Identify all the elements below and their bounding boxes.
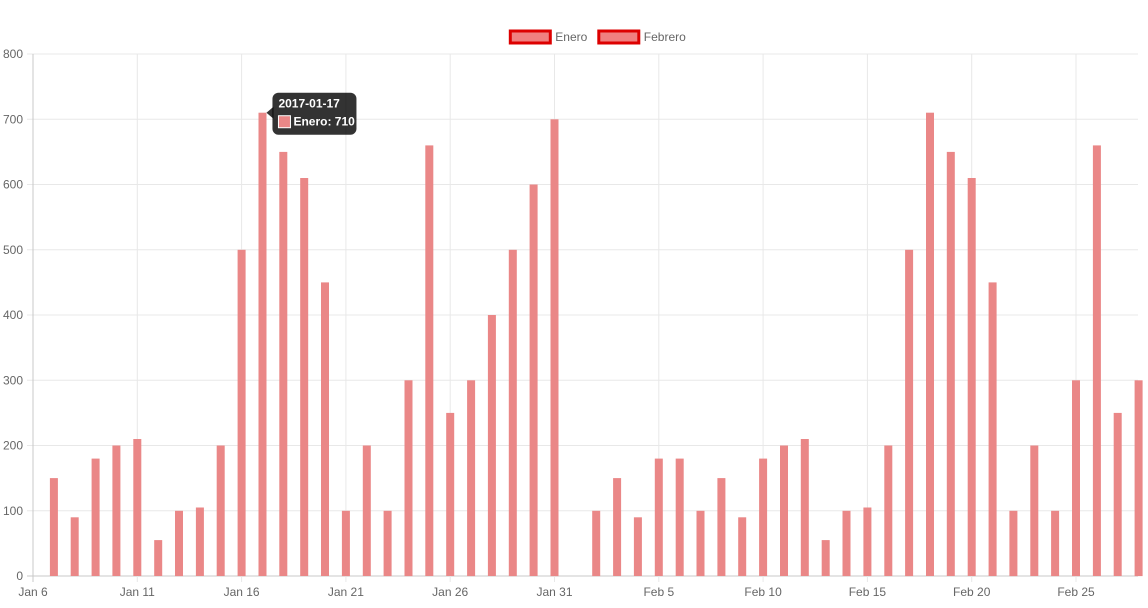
bar[interactable] bbox=[216, 445, 225, 577]
bar[interactable] bbox=[842, 510, 851, 577]
bar[interactable] bbox=[800, 439, 809, 576]
bar[interactable] bbox=[237, 249, 246, 577]
bar[interactable] bbox=[884, 445, 893, 577]
tooltip-caret bbox=[266, 106, 274, 119]
tooltip-title: 2017-01-17 bbox=[278, 97, 340, 111]
bar[interactable] bbox=[425, 145, 434, 576]
legend-swatch[interactable] bbox=[597, 29, 641, 45]
bar[interactable] bbox=[967, 178, 976, 576]
bar[interactable] bbox=[49, 478, 58, 576]
x-tick-label: Feb 20 bbox=[953, 585, 991, 599]
bar[interactable] bbox=[258, 112, 267, 576]
y-tick-label: 600 bbox=[3, 178, 23, 192]
bar[interactable] bbox=[195, 507, 204, 577]
bar[interactable] bbox=[175, 510, 183, 577]
bar[interactable] bbox=[926, 112, 934, 576]
bar[interactable] bbox=[1030, 445, 1039, 577]
bar[interactable] bbox=[717, 478, 726, 576]
bar[interactable] bbox=[633, 517, 642, 576]
bar[interactable] bbox=[1072, 380, 1080, 577]
bar[interactable] bbox=[383, 510, 392, 577]
bar[interactable] bbox=[133, 439, 142, 576]
y-tick-label: 700 bbox=[3, 112, 23, 126]
y-tick-label: 200 bbox=[3, 439, 23, 453]
x-tick-label: Feb 5 bbox=[643, 585, 674, 599]
legend-swatch[interactable] bbox=[508, 29, 552, 45]
bar[interactable] bbox=[780, 445, 788, 577]
bar[interactable] bbox=[988, 282, 997, 576]
bar[interactable] bbox=[1113, 412, 1122, 576]
legend-label[interactable]: Enero bbox=[555, 30, 587, 44]
bar[interactable] bbox=[1134, 380, 1143, 577]
bar[interactable] bbox=[550, 119, 559, 577]
bar[interactable] bbox=[696, 510, 705, 577]
y-tick-label: 400 bbox=[3, 308, 23, 322]
x-tick-label: Feb 25 bbox=[1057, 585, 1095, 599]
bar[interactable] bbox=[321, 282, 329, 576]
bar[interactable] bbox=[863, 507, 872, 577]
bar[interactable] bbox=[91, 458, 100, 576]
bar[interactable] bbox=[508, 249, 517, 577]
bar[interactable] bbox=[112, 445, 121, 577]
bar[interactable] bbox=[487, 315, 496, 576]
bar[interactable] bbox=[821, 540, 830, 576]
bar[interactable] bbox=[529, 184, 538, 577]
bar[interactable] bbox=[362, 445, 371, 577]
y-tick-label: 800 bbox=[3, 47, 23, 61]
tooltip-box bbox=[272, 92, 357, 135]
bar[interactable] bbox=[467, 380, 476, 577]
bar[interactable] bbox=[592, 510, 601, 577]
x-tick-label: Jan 16 bbox=[224, 585, 260, 599]
x-tick-label: Jan 31 bbox=[536, 585, 572, 599]
bar[interactable] bbox=[1051, 510, 1060, 577]
bar[interactable] bbox=[613, 478, 622, 576]
x-tick-label: Feb 10 bbox=[744, 585, 782, 599]
x-tick-label: Jan 6 bbox=[18, 585, 48, 599]
legend-label[interactable]: Febrero bbox=[644, 30, 686, 44]
bar[interactable] bbox=[1009, 510, 1018, 577]
bar[interactable] bbox=[738, 517, 747, 576]
bar[interactable] bbox=[279, 151, 288, 576]
bar[interactable] bbox=[905, 249, 914, 577]
bar[interactable] bbox=[70, 517, 79, 576]
y-tick-label: 500 bbox=[3, 243, 23, 257]
x-tick-label: Jan 11 bbox=[120, 585, 155, 599]
bar[interactable] bbox=[341, 510, 350, 577]
bar[interactable] bbox=[946, 151, 955, 576]
bar[interactable] bbox=[1092, 145, 1101, 576]
bar[interactable] bbox=[154, 540, 163, 576]
x-tick-label: Jan 26 bbox=[432, 585, 468, 599]
y-tick-label: 300 bbox=[3, 373, 23, 387]
x-tick-label: Jan 21 bbox=[328, 585, 364, 599]
x-tick-label: Feb 15 bbox=[849, 585, 887, 599]
bar[interactable] bbox=[300, 178, 309, 576]
bar[interactable] bbox=[446, 412, 455, 576]
tooltip-swatch bbox=[277, 115, 291, 129]
bar[interactable] bbox=[675, 458, 684, 576]
y-tick-label: 0 bbox=[16, 569, 23, 583]
bar[interactable] bbox=[654, 458, 663, 576]
bar[interactable] bbox=[759, 458, 768, 576]
bar[interactable] bbox=[404, 380, 413, 577]
y-tick-label: 100 bbox=[3, 504, 23, 518]
tooltip-label: Enero: 710 bbox=[293, 115, 355, 129]
